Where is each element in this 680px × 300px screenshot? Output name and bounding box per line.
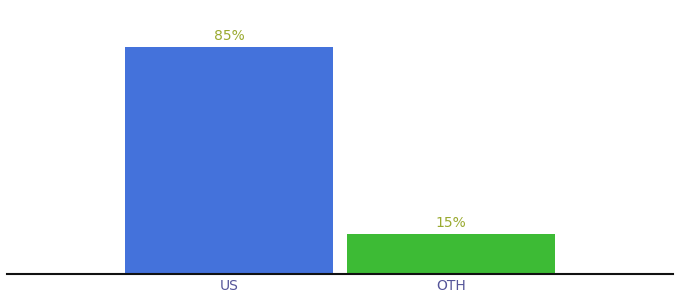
Bar [347,233,555,274]
Bar [125,47,333,274]
Text: 15%: 15% [436,215,466,230]
Text: 85%: 85% [214,29,244,43]
